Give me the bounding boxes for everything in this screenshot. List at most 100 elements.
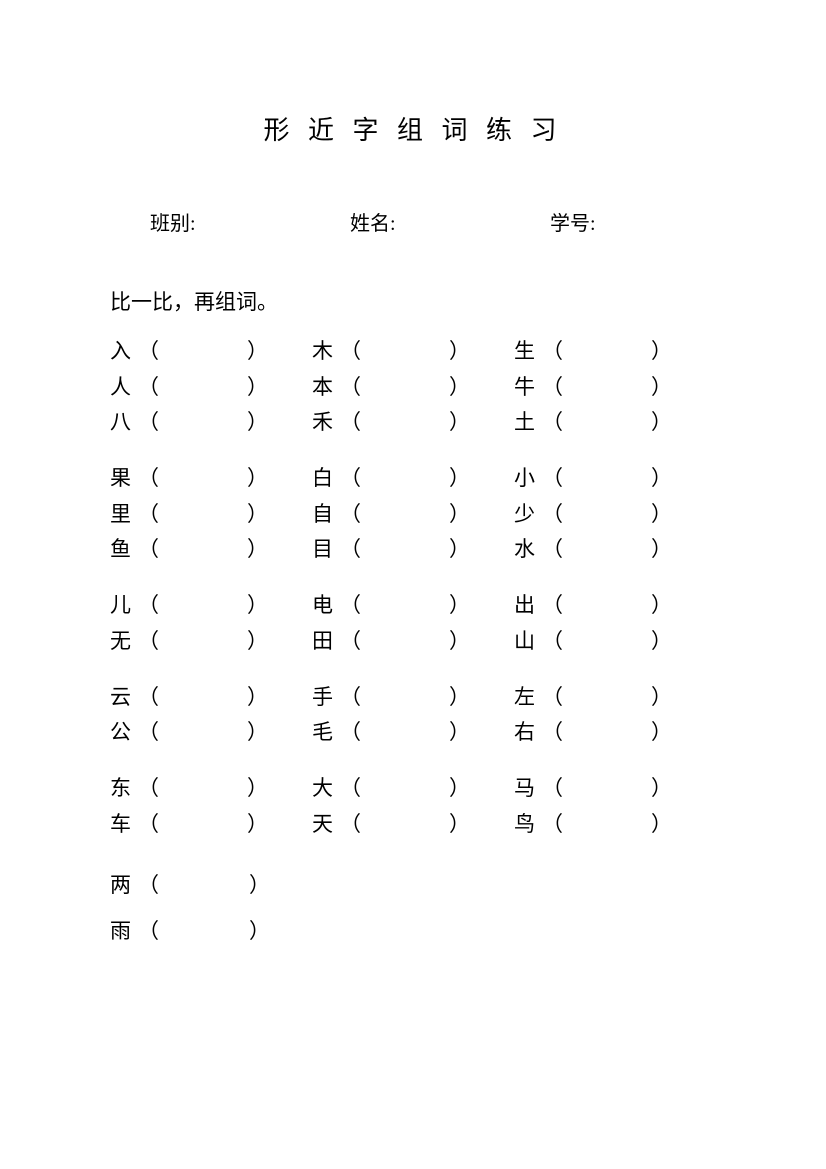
char-cell[interactable]: 大（） [312,771,514,807]
paren-open: （ [542,807,563,843]
char-row: 里（） 自（） 少（） [110,497,716,533]
paren-open: （ [542,624,563,660]
paren-open: （ [340,715,361,751]
char: 白 [312,461,340,497]
char-row: 果（） 白（） 小（） [110,461,716,497]
char-cell[interactable]: 天（） [312,807,514,843]
paren-close: ） [449,624,470,660]
char-cell[interactable]: 云（） [110,680,312,716]
paren-open: （ [138,588,159,624]
char-row: 公（） 毛（） 右（） [110,715,716,751]
paren-close: ） [651,405,672,441]
char-cell[interactable]: 毛（） [312,715,514,751]
char: 手 [312,680,340,716]
char-cell[interactable]: 目（） [312,532,514,568]
paren-open: （ [138,461,159,497]
char-cell[interactable]: 儿（） [110,588,312,624]
char-cell[interactable]: 八（） [110,405,312,441]
paren-open: （ [138,497,159,533]
char: 水 [514,532,542,568]
char: 八 [110,405,138,441]
paren-open: （ [138,624,159,660]
paren-close: ） [651,532,672,568]
char-cell[interactable]: 白（） [312,461,514,497]
paren-close: ） [247,370,268,406]
paren-open: （ [138,771,159,807]
class-field[interactable]: 班别: [150,207,350,236]
char-cell[interactable]: 东（） [110,771,312,807]
char-row: 雨（） [110,908,716,954]
char-cell[interactable]: 出（） [514,588,716,624]
paren-close: ） [247,680,268,716]
char-cell[interactable]: 人（） [110,370,312,406]
char-cell[interactable]: 水（ ） [514,532,716,568]
char-cell[interactable]: 鱼（） [110,532,312,568]
char: 毛 [312,715,340,751]
char: 少 [514,497,542,533]
char-cell[interactable]: 雨（） [110,908,716,954]
char-cell[interactable]: 本（） [312,370,514,406]
char-cell[interactable]: 左（） [514,680,716,716]
char: 鱼 [110,532,138,568]
char: 目 [312,532,340,568]
paren-close: ） [247,624,268,660]
paren-open: （ [340,497,361,533]
paren-open: （ [340,807,361,843]
char-cell[interactable]: 生（） [514,334,716,370]
char-cell[interactable]: 入（） [110,334,312,370]
paren-open: （ [542,334,563,370]
paren-close: ） [651,370,672,406]
char-row: 入（） 木（） 生（） [110,334,716,370]
char-cell[interactable]: 土（） [514,405,716,441]
char-cell[interactable]: 无（） [110,624,312,660]
paren-open: （ [138,862,159,908]
paren-close: ） [247,405,268,441]
paren-open: （ [542,370,563,406]
char-cell[interactable]: 少（） [514,497,716,533]
char-cell[interactable]: 禾（） [312,405,514,441]
char-cell[interactable]: 公（） [110,715,312,751]
char-cell[interactable]: 小（） [514,461,716,497]
paren-open: （ [138,908,159,954]
paren-open: （ [542,532,563,568]
char-row: 东（） 大（） 马（） [110,771,716,807]
char-cell[interactable]: 牛（） [514,370,716,406]
paren-close: ） [651,680,672,716]
paren-open: （ [138,807,159,843]
char: 山 [514,624,542,660]
class-label: 班别: [150,207,196,236]
char-row: 人（） 本（） 牛（） [110,370,716,406]
char-cell[interactable]: 车（） [110,807,312,843]
paren-open: （ [138,370,159,406]
char-cell[interactable]: 木（） [312,334,514,370]
paren-close: ） [651,334,672,370]
paren-close: ） [449,370,470,406]
char-cell[interactable]: 自（） [312,497,514,533]
char: 里 [110,497,138,533]
paren-open: （ [340,771,361,807]
char-cell[interactable]: 里（） [110,497,312,533]
char-cell[interactable]: 鸟（） [514,807,716,843]
paren-close: ） [247,771,268,807]
name-field[interactable]: 姓名: [350,207,550,236]
char-row: 八（） 禾（） 土（） [110,405,716,441]
char-cell[interactable]: 田（） [312,624,514,660]
char-cell[interactable]: 山（ ） [514,624,716,660]
char: 左 [514,680,542,716]
char-cell[interactable]: 两（） [110,862,716,908]
char-cell[interactable]: 果（） [110,461,312,497]
paren-close: ） [651,624,672,660]
id-label: 学号: [550,207,596,236]
char-row: 儿（） 电（） 出（） [110,588,716,624]
char: 小 [514,461,542,497]
page-title: 形 近 字 组 词 练 习 [110,110,716,147]
char-cell[interactable]: 右（） [514,715,716,751]
char: 田 [312,624,340,660]
paren-close: ） [449,532,470,568]
char-cell[interactable]: 马（） [514,771,716,807]
char: 天 [312,807,340,843]
student-info-row: 班别: 姓名: 学号: [110,207,716,236]
id-field[interactable]: 学号: [550,207,716,236]
char-cell[interactable]: 电（） [312,588,514,624]
char-cell[interactable]: 手（） [312,680,514,716]
